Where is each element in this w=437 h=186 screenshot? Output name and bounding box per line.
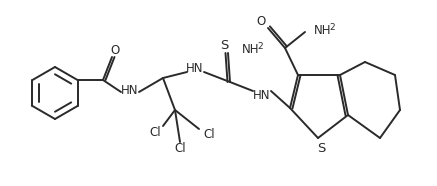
Text: HN: HN: [121, 84, 139, 97]
Text: NH: NH: [242, 42, 260, 55]
Text: S: S: [220, 39, 228, 52]
Text: 2: 2: [257, 41, 263, 51]
Text: O: O: [111, 44, 120, 57]
Text: HN: HN: [186, 62, 204, 75]
Text: 2: 2: [329, 23, 335, 31]
Text: Cl: Cl: [149, 126, 161, 139]
Text: Cl: Cl: [203, 129, 215, 142]
Text: O: O: [257, 15, 266, 28]
Text: S: S: [317, 142, 325, 155]
Text: HN: HN: [253, 89, 271, 102]
Text: Cl: Cl: [174, 142, 186, 155]
Text: NH: NH: [314, 23, 332, 36]
